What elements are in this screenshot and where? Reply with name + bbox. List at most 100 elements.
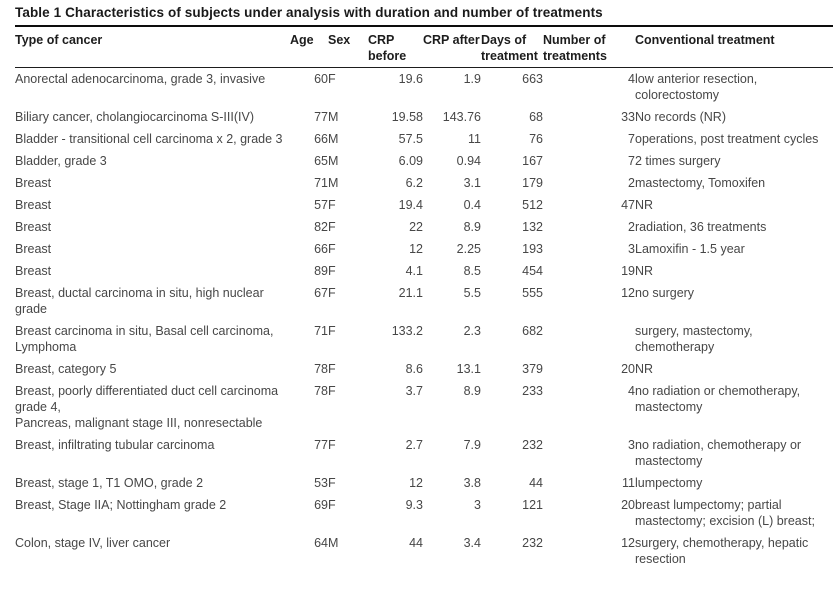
cell-crp-before: 19.4 [398, 198, 423, 212]
cell-crp-after: 143.76 [442, 110, 481, 124]
cell-crp-after: 7.9 [463, 438, 481, 452]
header-days-of-treatment: Days of treatment [481, 27, 543, 68]
header-row: Type of cancer Age Sex CRP before CRP af… [15, 27, 833, 68]
cell-type: Breast [15, 198, 52, 212]
cell-age: 71 [314, 324, 328, 338]
cell-days: 76 [529, 132, 543, 146]
header-age: Age [290, 27, 328, 68]
cell-sex: F [328, 498, 336, 512]
table-row: Breast carcinoma in situ, Basal cell car… [15, 320, 833, 358]
header-type-of-cancer: Type of cancer [15, 27, 290, 68]
cell-type: Breast, Stage IIA; Nottingham grade 2 [15, 498, 227, 512]
cell-crp-after: 3.4 [463, 536, 481, 550]
cell-crp-after: 1.9 [463, 72, 481, 86]
cell-sex: F [328, 72, 336, 86]
table-row: Bladder - transitional cell carcinoma x … [15, 128, 833, 150]
cell-crp-after: 11 [468, 132, 481, 146]
cell-type: Breast [15, 220, 52, 234]
cell-conventional: no surgery [635, 286, 695, 300]
cell-days: 121 [522, 498, 543, 512]
cell-crp-before: 8.6 [405, 362, 423, 376]
cell-treatments: 20 [621, 498, 635, 512]
cell-sex: F [328, 324, 336, 338]
table-row: Biliary cancer, cholangiocarcinoma S-III… [15, 106, 833, 128]
cell-age: 66 [314, 132, 328, 146]
cell-conventional: NR [635, 264, 654, 278]
cell-sex: F [328, 220, 336, 234]
cell-days: 167 [522, 154, 543, 168]
cell-sex: M [328, 176, 339, 190]
table-row: Breast 66 F 12 2.25 193 3 Lamoxifin - 1.5 year [15, 238, 833, 260]
table-body: Anorectal adenocarcinoma, grade 3, invas… [15, 68, 833, 571]
cell-sex: F [328, 264, 336, 278]
cell-age: 71 [314, 176, 328, 190]
table-row: Breast, infiltrating tubular carcinoma 77… [15, 434, 833, 472]
cell-type: Breast, stage 1, T1 OMO, grade 2 [15, 476, 204, 490]
cell-age: 64 [314, 536, 328, 550]
cell-crp-before: 12 [409, 242, 423, 256]
cell-crp-before: 21.1 [398, 286, 423, 300]
table-row: Breast, poorly differentiated duct cell … [15, 380, 833, 434]
cell-days: 232 [522, 536, 543, 550]
table-row: Breast, Stage IIA; Nottingham grade 2 69 F… [15, 494, 833, 532]
cell-conventional: NR [635, 198, 654, 212]
cell-conventional: breast lumpectomy; partial mastectomy; e… [635, 498, 815, 528]
cell-type: Anorectal adenocarcinoma, grade 3, invas… [15, 72, 266, 86]
cell-days: 68 [529, 110, 543, 124]
cell-crp-after: 3 [474, 498, 481, 512]
cell-treatments: 7 [628, 132, 635, 146]
cell-treatments: 20 [621, 362, 635, 376]
cell-conventional: surgery, chemotherapy, hepatic resection [635, 536, 809, 566]
cell-crp-after: 0.4 [463, 198, 481, 212]
cell-type: Breast [15, 176, 52, 190]
cell-crp-after: 13.1 [456, 362, 481, 376]
cell-treatments: 3 [628, 438, 635, 452]
cell-crp-before: 12 [409, 476, 423, 490]
cell-age: 57 [314, 198, 328, 212]
cell-crp-after: 2.3 [463, 324, 481, 338]
table-row: Anorectal adenocarcinoma, grade 3, invas… [15, 68, 833, 107]
cell-age: 60 [314, 72, 328, 86]
cell-treatments: 2 [628, 220, 635, 234]
cell-conventional: surgery, mastectomy, chemotherapy [635, 324, 753, 354]
table-row: Breast 89 F 4.1 8.5 454 19 NR [15, 260, 833, 282]
cell-age: 77 [314, 110, 328, 124]
cell-age: 82 [314, 220, 328, 234]
cell-days: 193 [522, 242, 543, 256]
cell-treatments: 19 [621, 264, 635, 278]
characteristics-table: Type of cancer Age Sex CRP before CRP af… [15, 27, 833, 570]
cell-days: 555 [522, 286, 543, 300]
cell-crp-after: 8.9 [463, 384, 481, 398]
cell-age: 78 [314, 384, 328, 398]
cell-sex: M [328, 536, 339, 550]
cell-type: Breast [15, 242, 52, 256]
cell-age: 65 [314, 154, 328, 168]
cell-sex: F [328, 242, 336, 256]
cell-crp-before: 3.7 [405, 384, 423, 398]
table-row: Breast, category 5 78 F 8.6 13.1 379 20 NR [15, 358, 833, 380]
cell-type: Breast, infiltrating tubular carcinoma [15, 438, 215, 452]
cell-treatments: 4 [628, 384, 635, 398]
cell-crp-after: 8.5 [463, 264, 481, 278]
cell-crp-before: 4.1 [405, 264, 423, 278]
cell-conventional: 2 times surgery [635, 154, 721, 168]
cell-sex: F [328, 362, 336, 376]
cell-age: 69 [314, 498, 328, 512]
cell-age: 66 [314, 242, 328, 256]
cell-treatments: 4 [628, 72, 635, 86]
cell-crp-before: 19.6 [398, 72, 423, 86]
cell-age: 77 [314, 438, 328, 452]
cell-treatments [543, 320, 635, 358]
header-sex: Sex [328, 27, 368, 68]
cell-crp-after: 5.5 [463, 286, 481, 300]
header-crp-before: CRP before [368, 27, 423, 68]
cell-conventional: no radiation, chemotherapy or mastectomy [635, 438, 802, 468]
header-conventional-treatment: Conventional treatment [635, 27, 833, 68]
cell-crp-after: 3.1 [463, 176, 481, 190]
cell-conventional: no radiation or chemotherapy, mastectomy [635, 384, 801, 414]
cell-crp-before: 19.58 [391, 110, 423, 124]
cell-sex: F [328, 438, 336, 452]
title-rule [15, 25, 833, 27]
header-number-of-treatments: Number of treatments [543, 27, 635, 68]
